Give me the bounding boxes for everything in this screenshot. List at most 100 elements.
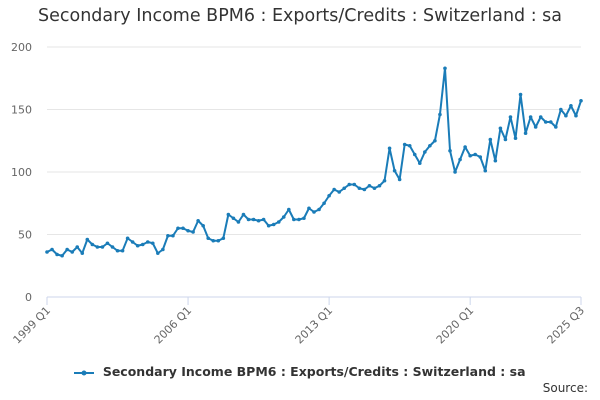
data-point[interactable] — [135, 243, 140, 248]
data-point[interactable] — [95, 245, 100, 249]
data-point[interactable] — [216, 238, 221, 243]
data-point[interactable] — [347, 182, 352, 187]
data-point[interactable] — [367, 183, 372, 188]
data-point[interactable] — [402, 142, 407, 147]
data-point[interactable] — [307, 206, 311, 211]
data-point[interactable] — [493, 158, 498, 163]
data-point[interactable] — [176, 226, 180, 231]
data-point[interactable] — [513, 136, 518, 141]
data-point[interactable] — [322, 201, 326, 206]
data-point[interactable] — [448, 148, 452, 153]
data-point[interactable] — [528, 115, 533, 119]
data-point[interactable] — [115, 248, 120, 253]
data-point[interactable] — [65, 247, 69, 252]
data-point[interactable] — [392, 168, 397, 173]
data-point[interactable] — [110, 245, 115, 249]
data-point[interactable] — [45, 250, 49, 254]
data-point[interactable] — [478, 155, 483, 159]
data-point[interactable] — [543, 120, 548, 124]
data-point[interactable] — [246, 217, 251, 222]
data-point[interactable] — [428, 143, 432, 148]
data-point[interactable] — [548, 120, 553, 124]
data-point[interactable] — [423, 150, 427, 154]
data-point[interactable] — [377, 183, 382, 188]
data-point[interactable] — [498, 126, 503, 131]
data-point[interactable] — [337, 190, 341, 194]
data-point[interactable] — [292, 217, 296, 222]
data-point[interactable] — [564, 113, 568, 118]
data-point[interactable] — [443, 66, 447, 71]
data-point[interactable] — [100, 245, 105, 249]
data-point[interactable] — [297, 217, 301, 222]
data-point[interactable] — [80, 251, 85, 256]
data-point[interactable] — [271, 222, 276, 227]
data-point[interactable] — [407, 143, 412, 148]
data-point[interactable] — [261, 217, 266, 222]
data-point[interactable] — [166, 233, 170, 238]
legend[interactable]: Secondary Income BPM6 : Exports/Credits … — [0, 364, 600, 379]
data-point[interactable] — [287, 207, 291, 212]
data-point[interactable] — [397, 177, 402, 182]
data-point[interactable] — [201, 223, 205, 228]
data-point[interactable] — [538, 115, 543, 119]
data-point[interactable] — [221, 236, 226, 241]
data-point[interactable] — [161, 247, 165, 252]
data-point[interactable] — [574, 113, 578, 118]
data-point[interactable] — [120, 248, 125, 253]
data-point[interactable] — [433, 138, 437, 143]
data-point[interactable] — [523, 131, 528, 136]
data-point[interactable] — [251, 217, 256, 222]
data-point[interactable] — [171, 233, 175, 238]
data-point[interactable] — [463, 145, 467, 149]
data-point[interactable] — [317, 207, 321, 212]
data-point[interactable] — [382, 178, 387, 183]
data-point[interactable] — [327, 193, 331, 198]
data-point[interactable] — [140, 242, 145, 247]
data-point[interactable] — [85, 237, 90, 242]
data-point[interactable] — [559, 107, 563, 112]
data-point[interactable] — [70, 250, 74, 254]
data-point[interactable] — [276, 220, 281, 224]
data-point[interactable] — [554, 125, 558, 129]
data-point[interactable] — [206, 236, 211, 241]
data-point[interactable] — [473, 152, 478, 157]
data-point[interactable] — [156, 251, 160, 256]
data-point[interactable] — [241, 212, 246, 217]
data-point[interactable] — [211, 238, 216, 243]
data-point[interactable] — [105, 241, 110, 246]
data-point[interactable] — [90, 242, 95, 247]
data-point[interactable] — [332, 187, 336, 192]
data-point[interactable] — [362, 187, 367, 192]
data-point[interactable] — [130, 240, 135, 244]
data-point[interactable] — [569, 103, 573, 108]
data-point[interactable] — [458, 157, 462, 162]
data-point[interactable] — [503, 137, 508, 142]
data-point[interactable] — [453, 170, 457, 174]
data-point[interactable] — [438, 112, 442, 117]
data-point[interactable] — [302, 216, 306, 221]
data-point[interactable] — [342, 186, 347, 191]
data-point[interactable] — [150, 241, 155, 246]
data-point[interactable] — [145, 240, 150, 244]
data-point[interactable] — [50, 247, 54, 252]
data-point[interactable] — [518, 92, 523, 97]
data-point[interactable] — [60, 253, 64, 258]
data-point[interactable] — [75, 245, 80, 249]
data-point[interactable] — [412, 152, 417, 157]
data-point[interactable] — [231, 216, 236, 221]
data-point[interactable] — [236, 220, 241, 224]
data-point[interactable] — [352, 182, 357, 187]
data-point[interactable] — [196, 218, 200, 223]
data-point[interactable] — [488, 137, 493, 142]
data-point[interactable] — [226, 212, 231, 217]
data-point[interactable] — [55, 252, 59, 257]
data-point[interactable] — [256, 218, 261, 223]
data-point[interactable] — [191, 230, 195, 234]
data-point[interactable] — [483, 168, 488, 173]
data-point[interactable] — [417, 161, 422, 166]
data-point[interactable] — [508, 115, 513, 119]
data-point[interactable] — [533, 125, 538, 129]
data-point[interactable] — [372, 186, 377, 191]
data-point[interactable] — [266, 223, 271, 228]
data-point[interactable] — [468, 153, 472, 158]
